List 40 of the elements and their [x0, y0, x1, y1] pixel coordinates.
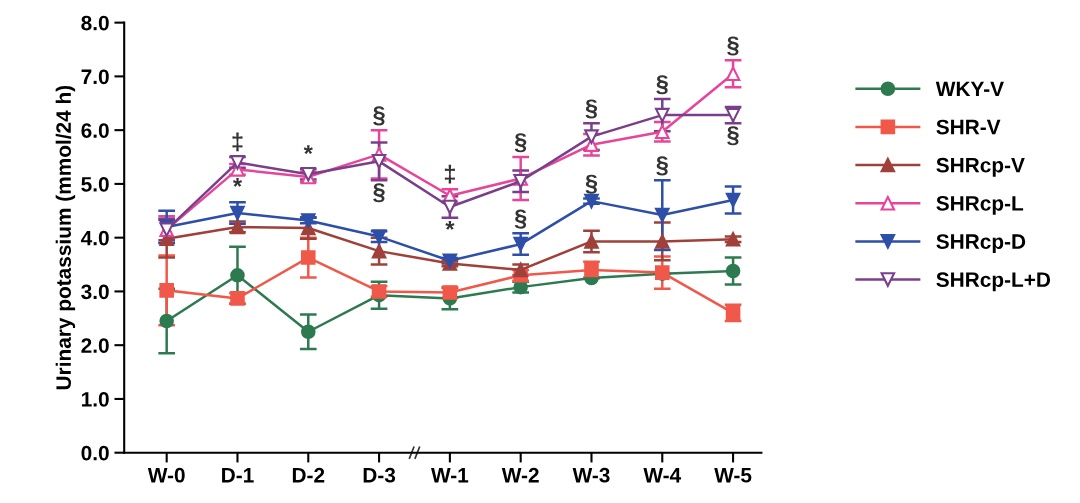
legend-label: SHRcp-V: [936, 157, 1025, 177]
x-tick-label: D-1: [222, 468, 254, 483]
x-tick-label: W-0: [147, 467, 185, 483]
y-axis-title: Urinary potassium (mmol/24 h): [55, 85, 76, 390]
annotation: §: [514, 133, 527, 153]
legend-label: WKY-V: [935, 81, 1004, 97]
x-tick-label: W-5: [714, 468, 752, 483]
annotation: §: [373, 106, 385, 126]
annotation: §: [373, 183, 385, 203]
annotation: *: [303, 145, 313, 155]
legend-label: SHRcp-L+D: [936, 272, 1051, 292]
x-tick-label: W-4: [643, 468, 682, 483]
annotation: ‡: [444, 164, 455, 184]
legend-label: SHRcp-L: [936, 195, 1024, 215]
x-tick-label: D-3: [363, 467, 396, 483]
annotation: ‡: [232, 132, 243, 152]
annotation: §: [585, 174, 598, 194]
annotation: §: [656, 75, 668, 95]
annotation: *: [232, 178, 243, 187]
annotation: §: [727, 36, 739, 56]
annotation: §: [514, 209, 527, 229]
x-tick-label: D-2: [292, 467, 325, 483]
annotation: §: [656, 156, 668, 176]
x-tick-label: W-1: [431, 468, 469, 483]
legend-label: SHRcp-D: [936, 234, 1026, 254]
y-tick-label: 0.0: [81, 445, 109, 461]
y-tick-label: 7.0: [81, 69, 109, 85]
y-tick-label: 4.0: [80, 230, 109, 246]
y-tick-label: 8.0: [81, 15, 109, 31]
annotation: *: [445, 221, 455, 230]
y-tick-label: 2.0: [81, 338, 109, 353]
y-tick-label: 3.0: [81, 284, 109, 300]
y-tick-label: 6.0: [81, 123, 109, 138]
y-tick-label: 5.0: [81, 176, 109, 192]
annotation: §: [727, 126, 739, 146]
annotation: §: [585, 99, 598, 119]
legend-label: SHR-V: [936, 119, 1001, 135]
x-tick-label: W-3: [572, 467, 610, 483]
y-tick-label: 1.0: [81, 391, 109, 407]
x-tick-label: W-2: [501, 467, 539, 483]
